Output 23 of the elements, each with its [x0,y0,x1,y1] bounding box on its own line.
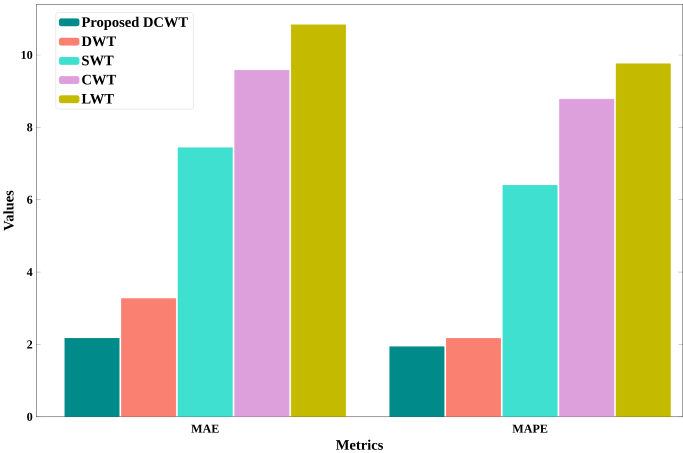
y-tick-label: 6 [27,196,32,204]
bar [502,184,558,417]
x-tick-label: MAE [191,424,219,433]
y-tick-label: 4 [26,268,32,276]
legend-label: CWT [82,74,116,85]
bar [389,346,444,417]
y-tick-label: 8 [27,123,32,132]
bar [64,338,120,417]
y-tick-label: 10 [22,50,32,59]
x-axis-title: Metrics [336,440,383,450]
legend-label: Proposed DCWT [82,16,188,30]
bar [559,98,614,417]
bar [446,338,502,417]
legend-label: LWT [82,94,114,104]
bar [121,298,176,417]
bar [178,147,233,417]
bar [234,70,290,417]
y-axis-title: Values [3,190,14,231]
legend-label: DWT [82,36,116,46]
y-tick-label: 2 [27,340,32,348]
y-tick-label: 0 [27,412,32,421]
legend-label: SWT [82,55,114,66]
x-tick-label: MAPE [512,424,548,433]
